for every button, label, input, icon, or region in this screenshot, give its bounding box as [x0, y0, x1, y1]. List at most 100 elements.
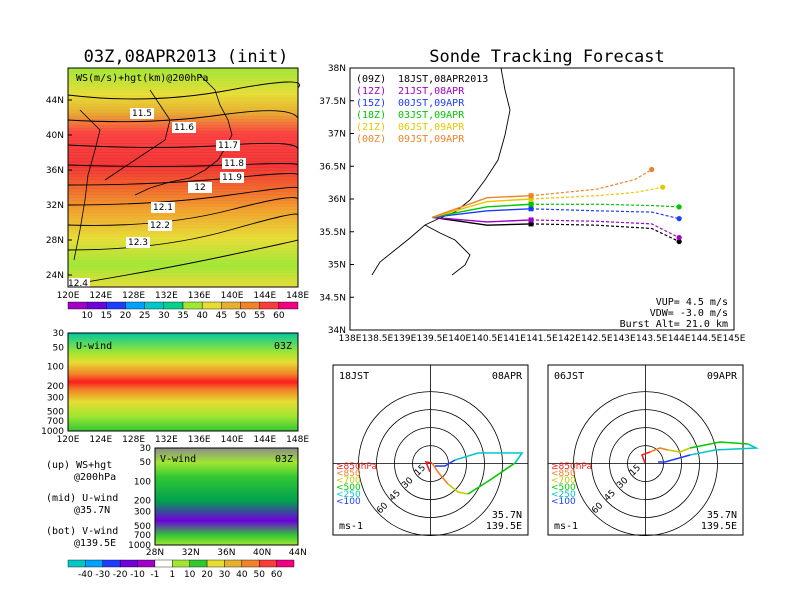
colorbar-label: -40	[78, 570, 93, 580]
lat-tick-label: 38N	[328, 64, 346, 74]
launch-utc: (15Z)	[356, 98, 386, 109]
colorbar-swatch	[224, 559, 243, 568]
hodo-trace	[689, 443, 760, 456]
lat-tick-label: 35.5N	[319, 228, 346, 238]
right-title: Sonde Tracking Forecast	[429, 47, 664, 67]
track-panel: (09Z) 18JST,08APR2013 (12Z) 21JST,08APR (15Z…	[319, 64, 746, 344]
lon-tick-label: 128E	[122, 435, 145, 445]
colorbar-swatch	[154, 559, 173, 568]
contour-7	[67, 197, 299, 226]
track-descent	[531, 208, 680, 220]
lon-tick-label: 124E	[89, 291, 112, 301]
v-field	[155, 448, 298, 545]
colorbar-label: 40	[196, 311, 208, 321]
hodo-legend-item: <100	[551, 497, 576, 507]
hodo-legend-item: <100	[336, 497, 361, 507]
lat-tick-label: 36.5N	[319, 162, 346, 172]
lat-tick-label: 37.5N	[319, 97, 346, 107]
colorbar-swatch	[125, 301, 145, 310]
track-descent	[530, 169, 653, 197]
lat-tick-label: 36N	[328, 195, 346, 205]
launch-utc: (21Z)	[356, 122, 386, 133]
lat-tick-label: 44N	[289, 548, 307, 558]
colorbar-label: 20	[201, 570, 213, 580]
landing-marker	[649, 166, 655, 173]
hodo-legend-item: <700	[551, 476, 576, 486]
colorbar-label: 35	[177, 311, 188, 321]
contour-label: 12.3	[128, 238, 148, 248]
lon-tick-label: 138E	[339, 334, 362, 344]
colorbar-swatch	[240, 301, 260, 310]
lon-tick-label: 141.5E	[526, 334, 558, 344]
contour-label: 12.4	[68, 279, 88, 289]
lon-tick-label: 136E	[188, 291, 211, 301]
lon-tick-label: 120E	[57, 435, 80, 445]
burst-marker	[528, 201, 534, 207]
legend-bot: (bot) V-wind	[46, 526, 118, 537]
pressure-tick-label: 100	[47, 363, 64, 373]
pressure-tick-label: 50	[140, 458, 152, 468]
burst-marker	[528, 217, 534, 223]
lon-tick-label: 144E	[253, 435, 276, 445]
contour-label-bg	[66, 278, 90, 289]
colorbar-swatch	[278, 301, 299, 310]
lat-tick-label: 28N	[146, 548, 164, 558]
launch-utc: (09Z)	[356, 74, 386, 85]
contour-2	[67, 110, 299, 123]
u-frame	[67, 332, 299, 432]
hodo-unit: ms-1	[339, 521, 363, 532]
launch-utc: (12Z)	[356, 86, 386, 97]
colorbar-label: -10	[130, 570, 145, 580]
lon-tick-label: 148E	[286, 435, 309, 445]
colorbar-swatch	[163, 301, 184, 310]
lat-tick-label: 36N	[46, 166, 64, 176]
legend-mid2: @35.7N	[74, 505, 110, 516]
lat-tick-label: 28N	[46, 236, 64, 246]
contour-label-bg	[220, 172, 244, 183]
launch-jst: 03JST,09APR	[398, 110, 465, 121]
track-descent	[531, 219, 680, 239]
colorbar-label: 30	[158, 311, 170, 321]
hodo-trace	[431, 462, 449, 485]
lon-tick-label: 144E	[668, 334, 691, 344]
lat-tick-label: 44N	[46, 96, 64, 106]
track-grid	[350, 67, 354, 331]
lon-tick-label: 148E	[286, 291, 309, 301]
ws-hatch	[68, 69, 298, 287]
lat-tick-label: 24N	[46, 271, 64, 281]
lat-tick-label: 34.5N	[319, 293, 346, 303]
colorbar-label: 10	[184, 570, 196, 580]
hodo-legend-item: <500	[336, 483, 361, 493]
lat-tick-label: 34N	[328, 326, 346, 336]
launch-jst: 09JST,09APR	[398, 134, 465, 145]
launch-jst: 21JST,08APR	[398, 86, 465, 97]
track-descent	[530, 186, 663, 200]
burst-marker	[528, 206, 534, 212]
contour-label: 12.2	[150, 221, 170, 231]
lon-tick-label: 132E	[155, 291, 178, 301]
launch-legend: (09Z) 18JST,08APR2013 (12Z) 21JST,08APR (15Z…	[356, 74, 488, 145]
colorbar-swatch	[206, 559, 225, 568]
hodo-lon: 139.5E	[486, 521, 522, 532]
track-ascent	[432, 208, 532, 219]
launch-jst: 06JST,09APR	[398, 122, 465, 133]
hodo-trace	[447, 483, 469, 495]
hodo-legend-item: <250	[336, 490, 361, 500]
u-label: U-wind	[76, 341, 112, 352]
lon-tick-label: 142.5E	[581, 334, 613, 344]
legend-mid: (mid) U-wind	[46, 493, 118, 504]
colorbar-swatch	[137, 559, 156, 568]
colorbar-swatch	[201, 301, 222, 310]
launch-utc: (18Z)	[356, 110, 386, 121]
lat-tick-label: 40N	[253, 548, 271, 558]
left-title: 03Z,08APR2013 (init)	[84, 47, 289, 67]
launch-jst: 18JST,08APR2013	[398, 74, 488, 85]
hodo-trace	[689, 441, 749, 449]
coastline-korea	[104, 89, 171, 181]
lat-tick-label: 35N	[328, 261, 346, 271]
legend-up2: @200hPa	[74, 472, 116, 483]
colorbar-swatch	[241, 559, 260, 568]
colorbar-swatch	[86, 301, 107, 310]
ws-field	[68, 68, 298, 287]
